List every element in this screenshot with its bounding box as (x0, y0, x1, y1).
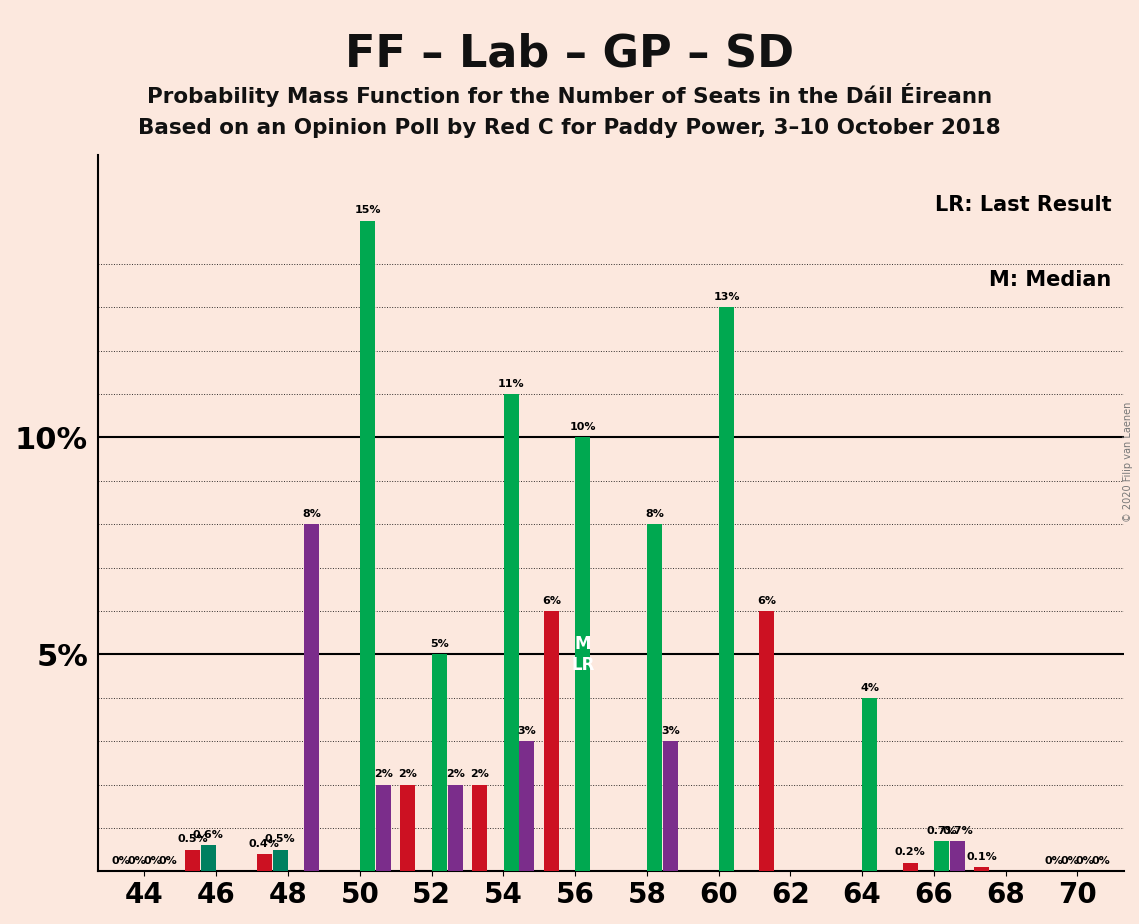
Bar (950, 841, 965, 871)
Bar (400, 784, 416, 871)
Bar (759, 611, 775, 871)
Text: 8%: 8% (302, 509, 321, 519)
Text: 4%: 4% (860, 683, 879, 692)
Text: 13%: 13% (713, 292, 739, 302)
Text: Probability Mass Function for the Number of Seats in the Dáil Éireann: Probability Mass Function for the Number… (147, 83, 992, 107)
Text: 0%: 0% (128, 856, 146, 866)
Bar (719, 308, 734, 871)
Bar (256, 854, 272, 871)
Bar (862, 698, 877, 871)
Bar (304, 524, 319, 871)
Bar (903, 863, 918, 871)
Text: 0.7%: 0.7% (942, 826, 973, 835)
Bar (934, 841, 949, 871)
Bar (448, 784, 462, 871)
Text: 15%: 15% (354, 205, 380, 215)
Bar (575, 437, 590, 871)
Text: 0%: 0% (158, 856, 178, 866)
Bar (272, 849, 288, 871)
Bar (376, 784, 391, 871)
Text: 10%: 10% (570, 422, 596, 432)
Text: 0%: 0% (112, 856, 130, 866)
Text: 2%: 2% (470, 770, 489, 779)
Text: 0.2%: 0.2% (895, 847, 926, 857)
Text: FF – Lab – GP – SD: FF – Lab – GP – SD (345, 32, 794, 76)
Text: M
LR: M LR (572, 635, 595, 674)
Bar (543, 611, 559, 871)
Text: 11%: 11% (498, 379, 524, 389)
Bar (975, 867, 990, 871)
Bar (663, 741, 678, 871)
Text: 0.4%: 0.4% (249, 839, 280, 849)
Bar (432, 654, 446, 871)
Text: 0.5%: 0.5% (178, 834, 208, 845)
Text: © 2020 Filip van Laenen: © 2020 Filip van Laenen (1123, 402, 1133, 522)
Text: 0.6%: 0.6% (192, 830, 223, 840)
Bar (503, 394, 518, 871)
Text: 6%: 6% (542, 596, 560, 606)
Text: 6%: 6% (757, 596, 776, 606)
Text: 0%: 0% (1044, 856, 1063, 866)
Text: 0%: 0% (1076, 856, 1095, 866)
Text: 3%: 3% (517, 726, 536, 736)
Text: Based on an Opinion Poll by Red C for Paddy Power, 3–10 October 2018: Based on an Opinion Poll by Red C for Pa… (138, 118, 1001, 139)
Text: M: Median: M: Median (990, 270, 1112, 290)
Text: 0%: 0% (1060, 856, 1079, 866)
Text: 2%: 2% (445, 770, 465, 779)
Text: 0.5%: 0.5% (264, 834, 295, 845)
Bar (647, 524, 662, 871)
Text: LR: Last Result: LR: Last Result (935, 195, 1112, 214)
Text: 2%: 2% (399, 770, 417, 779)
Bar (472, 784, 487, 871)
Bar (519, 741, 534, 871)
Text: 0%: 0% (144, 856, 162, 866)
Text: 2%: 2% (374, 770, 393, 779)
Bar (185, 849, 200, 871)
Text: 5%: 5% (431, 639, 449, 650)
Text: 0.1%: 0.1% (967, 852, 998, 862)
Text: 0%: 0% (1091, 856, 1111, 866)
Text: 3%: 3% (661, 726, 680, 736)
Bar (200, 845, 216, 871)
Bar (360, 221, 375, 871)
Text: 8%: 8% (646, 509, 664, 519)
Text: 0.7%: 0.7% (926, 826, 957, 835)
